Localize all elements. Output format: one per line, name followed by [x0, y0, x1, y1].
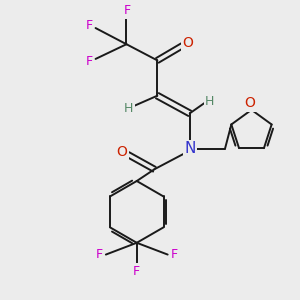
Text: F: F [133, 265, 140, 278]
Text: O: O [244, 96, 256, 110]
Text: F: F [96, 248, 103, 261]
Text: F: F [85, 19, 93, 32]
Text: H: H [205, 95, 214, 108]
Text: O: O [117, 145, 128, 159]
Text: F: F [85, 55, 93, 68]
Text: O: O [182, 36, 193, 50]
Text: N: N [184, 141, 195, 156]
Text: H: H [124, 102, 133, 115]
Text: F: F [171, 248, 178, 261]
Text: F: F [124, 4, 130, 17]
